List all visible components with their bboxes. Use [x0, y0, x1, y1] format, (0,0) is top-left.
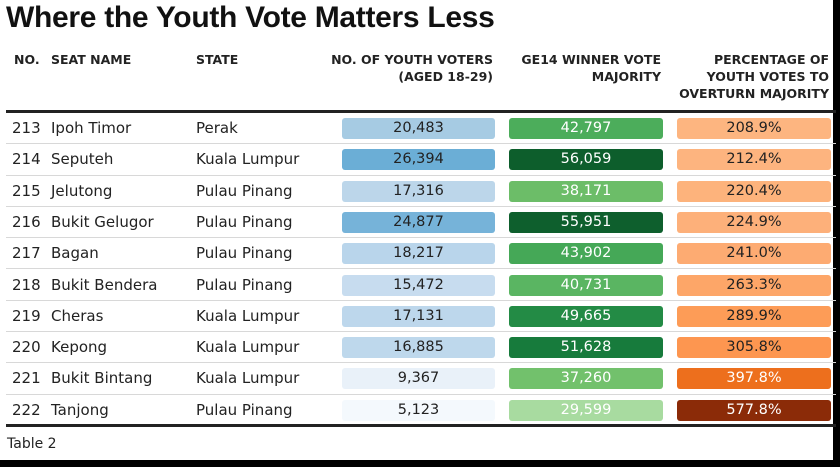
- table-row: 219 Cheras Kuala Lumpur 17,131 49,665 289.9%: [6, 301, 836, 333]
- percentage-cell: 220.4%: [677, 180, 831, 202]
- majority-cell: 42,797: [509, 118, 663, 139]
- youth-voters-cell: 5,123: [342, 399, 495, 421]
- youth-voters-cell: 15,472: [342, 274, 495, 296]
- percentage-cell: 224.9%: [677, 211, 831, 233]
- seat-name: Cheras: [51, 306, 104, 325]
- youth-voters-cell: 9,367: [342, 368, 495, 390]
- youth-voters-cell: 26,394: [342, 149, 495, 171]
- seat-name: Bagan: [51, 244, 99, 263]
- table-row: 222 Tanjong Pulau Pinang 5,123 29,599 577.8%: [6, 395, 836, 426]
- state-name: Pulau Pinang: [196, 212, 293, 231]
- table-row: 214 Seputeh Kuala Lumpur 26,394 56,059 212.4%: [6, 144, 836, 176]
- table-row: 217 Bagan Pulau Pinang 18,217 43,902 241.0%: [6, 238, 836, 270]
- table-row: 215 Jelutong Pulau Pinang 17,316 38,171 220.4…: [6, 176, 836, 207]
- footer-rule: [6, 424, 836, 427]
- seat-number: 222: [12, 400, 41, 419]
- table-row: 213 Ipoh Timor Perak 20,483 42,797 208.9%: [6, 113, 836, 145]
- seat-name: Bukit Bintang: [51, 369, 153, 388]
- seat-name: Jelutong: [51, 181, 113, 200]
- seat-number: 213: [12, 119, 41, 137]
- header-pct-line1: PERCENTAGE OF: [713, 52, 829, 67]
- youth-voters-cell: 16,885: [342, 337, 495, 359]
- majority-cell: 29,599: [509, 399, 663, 421]
- state-name: Perak: [196, 119, 238, 137]
- seat-number: 218: [12, 275, 41, 294]
- percentage-cell: 577.8%: [677, 399, 831, 421]
- percentage-cell: 397.8%: [677, 368, 831, 390]
- header-ge14-line1: GE14 WINNER VOTE: [521, 52, 661, 67]
- chart-title: Where the Youth Vote Matters Less: [6, 1, 495, 34]
- percentage-cell: 263.3%: [677, 274, 831, 296]
- header-pct-line3: OVERTURN MAJORITY: [679, 86, 829, 101]
- header-state: STATE: [196, 52, 239, 67]
- youth-voters-cell: 20,483: [342, 118, 495, 139]
- header-seat-name: SEAT NAME: [51, 52, 132, 67]
- majority-cell: 38,171: [509, 180, 663, 202]
- seat-number: 215: [12, 181, 41, 200]
- header-no: NO.: [14, 52, 40, 67]
- state-name: Kuala Lumpur: [196, 306, 300, 325]
- state-name: Kuala Lumpur: [196, 369, 300, 388]
- state-name: Pulau Pinang: [196, 400, 293, 419]
- seat-number: 214: [12, 150, 41, 169]
- seat-number: 219: [12, 306, 41, 325]
- state-name: Pulau Pinang: [196, 244, 293, 263]
- youth-voters-cell: 17,131: [342, 305, 495, 327]
- header-pct-line2: YOUTH VOTES TO: [706, 69, 829, 84]
- majority-cell: 51,628: [509, 337, 663, 359]
- state-name: Kuala Lumpur: [196, 338, 300, 357]
- header-youth-line1: NO. OF YOUTH VOTERS: [331, 52, 493, 67]
- majority-cell: 56,059: [509, 149, 663, 171]
- seat-number: 221: [12, 369, 41, 388]
- percentage-cell: 289.9%: [677, 305, 831, 327]
- majority-cell: 43,902: [509, 243, 663, 265]
- header-rule: [6, 110, 836, 113]
- percentage-cell: 208.9%: [677, 118, 831, 139]
- seat-name: Seputeh: [51, 150, 114, 169]
- percentage-cell: 212.4%: [677, 149, 831, 171]
- percentage-cell: 305.8%: [677, 337, 831, 359]
- majority-cell: 49,665: [509, 305, 663, 327]
- youth-voters-cell: 24,877: [342, 211, 495, 233]
- header-percentage: PERCENTAGE OF YOUTH VOTES TO OVERTURN MA…: [679, 51, 829, 102]
- header-youth-line2: (AGED 18-29): [398, 69, 493, 84]
- seat-number: 216: [12, 212, 41, 231]
- state-name: Kuala Lumpur: [196, 150, 300, 169]
- header-ge14-line2: MAJORITY: [591, 69, 661, 84]
- table-caption: Table 2: [7, 436, 57, 452]
- majority-cell: 37,260: [509, 368, 663, 390]
- majority-cell: 55,951: [509, 211, 663, 233]
- seat-number: 217: [12, 244, 41, 263]
- majority-cell: 40,731: [509, 274, 663, 296]
- percentage-cell: 241.0%: [677, 243, 831, 265]
- seat-name: Bukit Bendera: [51, 275, 158, 294]
- seat-name: Ipoh Timor: [51, 119, 132, 137]
- state-name: Pulau Pinang: [196, 275, 293, 294]
- seat-name: Tanjong: [51, 400, 109, 419]
- table-row: 220 Kepong Kuala Lumpur 16,885 51,628 305.8%: [6, 332, 836, 364]
- table-row: 221 Bukit Bintang Kuala Lumpur 9,367 37,260 3…: [6, 363, 836, 395]
- header-youth-voters: NO. OF YOUTH VOTERS (AGED 18-29): [331, 51, 493, 85]
- seat-number: 220: [12, 338, 41, 357]
- table-row: 218 Bukit Bendera Pulau Pinang 15,472 40,731…: [6, 270, 836, 301]
- table-row: 216 Bukit Gelugor Pulau Pinang 24,877 55,951…: [6, 207, 836, 239]
- seat-name: Kepong: [51, 338, 108, 357]
- header-ge14-majority: GE14 WINNER VOTE MAJORITY: [521, 51, 661, 85]
- youth-voters-cell: 17,316: [342, 180, 495, 202]
- youth-voters-cell: 18,217: [342, 243, 495, 265]
- state-name: Pulau Pinang: [196, 181, 293, 200]
- seat-name: Bukit Gelugor: [51, 212, 154, 231]
